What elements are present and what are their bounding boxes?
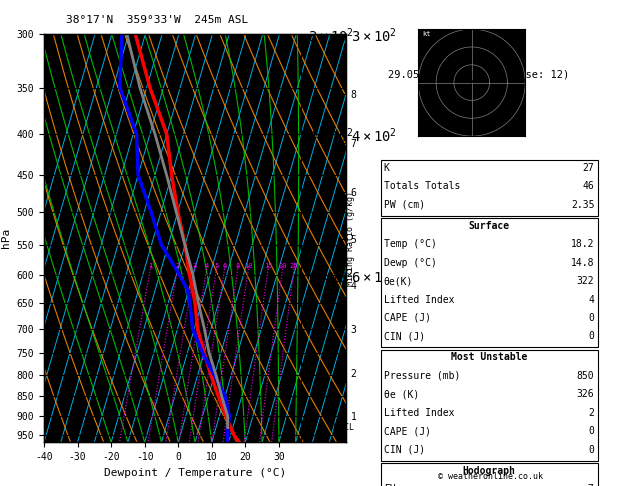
Text: -7: -7 <box>582 484 594 486</box>
Text: kt: kt <box>422 31 430 37</box>
Text: 10: 10 <box>244 263 253 269</box>
Text: 0: 0 <box>589 331 594 342</box>
Text: 0: 0 <box>589 313 594 323</box>
Text: LCL: LCL <box>333 423 348 432</box>
Text: 14.8: 14.8 <box>571 258 594 268</box>
Text: 3: 3 <box>192 263 196 269</box>
Text: 20: 20 <box>278 263 287 269</box>
Text: Pressure (mb): Pressure (mb) <box>384 371 460 381</box>
Text: Lifted Index: Lifted Index <box>384 295 454 305</box>
Text: 27: 27 <box>582 163 594 173</box>
Text: CAPE (J): CAPE (J) <box>384 426 431 436</box>
Text: CAPE (J): CAPE (J) <box>384 313 431 323</box>
Text: © weatheronline.co.uk: © weatheronline.co.uk <box>438 472 543 481</box>
Text: θe(K): θe(K) <box>384 276 413 286</box>
Text: Most Unstable: Most Unstable <box>451 352 527 363</box>
Text: 5: 5 <box>214 263 218 269</box>
Text: PW (cm): PW (cm) <box>384 200 425 210</box>
Text: K: K <box>384 163 389 173</box>
Text: Temp (°C): Temp (°C) <box>384 239 437 249</box>
Text: Mixing Ratio (g/kg): Mixing Ratio (g/kg) <box>346 191 355 286</box>
Text: 2: 2 <box>589 408 594 418</box>
Text: CIN (J): CIN (J) <box>384 445 425 455</box>
Text: Dewp (°C): Dewp (°C) <box>384 258 437 268</box>
Text: 4: 4 <box>204 263 209 269</box>
Text: 8: 8 <box>236 263 240 269</box>
Text: 29.05.2024  06GMT  (Base: 12): 29.05.2024 06GMT (Base: 12) <box>389 69 570 80</box>
X-axis label: Dewpoint / Temperature (°C): Dewpoint / Temperature (°C) <box>104 468 286 478</box>
Text: CIN (J): CIN (J) <box>384 331 425 342</box>
Text: Totals Totals: Totals Totals <box>384 181 460 191</box>
Text: 46: 46 <box>582 181 594 191</box>
Text: 322: 322 <box>577 276 594 286</box>
Text: 0: 0 <box>589 445 594 455</box>
Text: 1: 1 <box>148 263 152 269</box>
Text: 0: 0 <box>589 426 594 436</box>
Text: Lifted Index: Lifted Index <box>384 408 454 418</box>
Text: 25: 25 <box>290 263 298 269</box>
Text: Surface: Surface <box>469 221 509 231</box>
Text: Hodograph: Hodograph <box>462 466 516 476</box>
Text: LCL: LCL <box>339 423 354 432</box>
Y-axis label: km
ASL: km ASL <box>409 238 426 260</box>
Text: 850: 850 <box>577 371 594 381</box>
Text: 38°17'N  359°33'W  245m ASL: 38°17'N 359°33'W 245m ASL <box>66 15 248 25</box>
Text: 2: 2 <box>175 263 179 269</box>
Text: EH: EH <box>384 484 396 486</box>
Y-axis label: hPa: hPa <box>1 228 11 248</box>
Text: 4: 4 <box>589 295 594 305</box>
Text: 326: 326 <box>577 389 594 399</box>
Text: 2.35: 2.35 <box>571 200 594 210</box>
Text: θe (K): θe (K) <box>384 389 419 399</box>
Text: 18.2: 18.2 <box>571 239 594 249</box>
Text: 6: 6 <box>223 263 226 269</box>
Text: 15: 15 <box>264 263 272 269</box>
